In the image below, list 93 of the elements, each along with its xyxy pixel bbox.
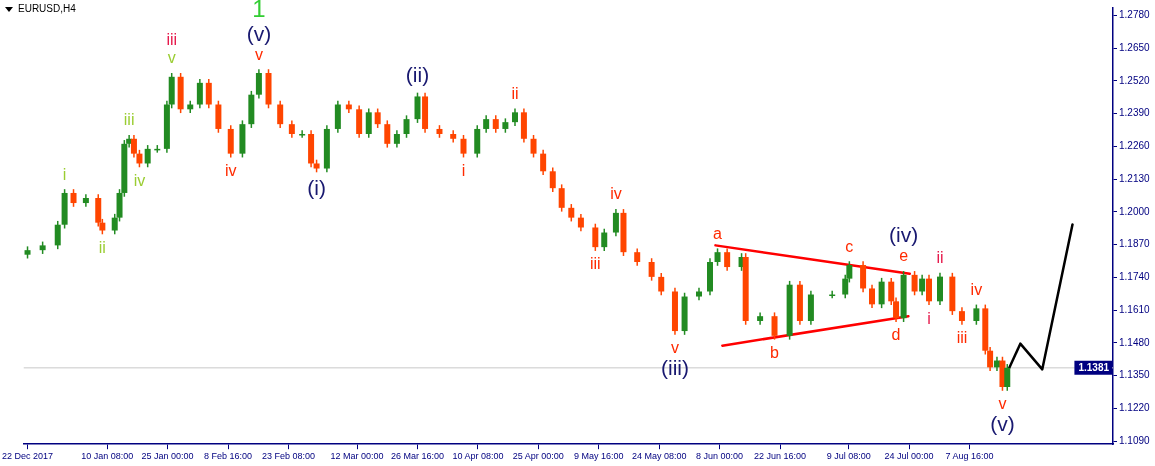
candlestick <box>973 303 980 326</box>
x-tick-label: 10 Apr 08:00 <box>452 451 504 462</box>
y-tick-label: 1.2260 <box>1119 140 1151 152</box>
annotation: ii <box>98 238 106 256</box>
annotation: v <box>254 45 263 63</box>
candlestick <box>869 283 876 309</box>
candlestick <box>558 183 565 213</box>
x-tick-label: 8 Feb 16:00 <box>203 451 253 462</box>
candlestick <box>911 270 918 297</box>
x-tick-label: 23 Feb 08:00 <box>261 451 315 462</box>
annotation: ii <box>936 249 944 267</box>
annotation: v <box>998 395 1007 413</box>
candlestick <box>384 119 391 149</box>
y-tick-label: 1.1350 <box>1119 369 1151 381</box>
candlestick <box>530 134 537 159</box>
annotation: v <box>167 49 176 67</box>
annotation: iv <box>133 171 146 189</box>
annotation: (i) <box>307 175 326 199</box>
candlestick <box>205 78 212 110</box>
y-tick-label: 1.1610 <box>1119 303 1151 315</box>
y-tick-label: 1.1870 <box>1119 238 1151 250</box>
candlestick <box>414 91 421 124</box>
candlestick <box>926 274 932 306</box>
chart-title: EURUSD,H4 <box>18 3 76 14</box>
y-tick-label: 1.2780 <box>1119 9 1151 21</box>
candlestick <box>1004 363 1011 392</box>
candlestick <box>658 272 665 297</box>
annotation: iii <box>166 31 178 49</box>
x-tick-label: 22 Jun 16:00 <box>753 451 807 462</box>
candlestick <box>601 228 608 252</box>
y-tick-label: 1.2000 <box>1119 205 1151 217</box>
annotation: iv <box>224 161 237 179</box>
y-tick-label: 1.1220 <box>1119 402 1151 414</box>
y-tick-label: 1.1090 <box>1119 434 1151 446</box>
annotation: (v) <box>990 412 1015 436</box>
candlestick <box>549 166 556 193</box>
x-tick-label: 9 May 16:00 <box>573 451 624 462</box>
annotation: c <box>845 237 854 255</box>
annotation: (iii) <box>660 356 689 380</box>
annotation: ii <box>511 84 519 102</box>
x-tick-label: 9 Jul 08:00 <box>826 451 871 462</box>
annotation: d <box>891 326 901 344</box>
x-tick-label: 10 Jan 08:00 <box>81 451 134 462</box>
y-tick-label: 1.1740 <box>1119 271 1151 283</box>
candlestick <box>255 68 262 100</box>
x-tick-label: 25 Apr 00:00 <box>512 451 564 462</box>
candlestick <box>724 247 731 272</box>
x-tick-label: 7 Aug 16:00 <box>945 451 994 462</box>
candlestick <box>919 274 926 297</box>
x-tick-label: 8 Jun 00:00 <box>696 451 744 462</box>
candlestick <box>277 99 284 129</box>
x-tick-label: 24 Jul 00:00 <box>884 451 934 462</box>
annotation: i <box>62 165 67 183</box>
annotation: a <box>713 224 723 242</box>
candlestick <box>365 107 372 139</box>
candlestick <box>878 277 885 309</box>
x-tick-label: 26 Mar 16:00 <box>390 451 445 462</box>
candlestick <box>612 208 619 238</box>
candlestick <box>771 311 778 341</box>
annotation: (v) <box>246 21 272 45</box>
annotation: (ii) <box>405 62 430 86</box>
annotation: 1 <box>252 0 266 22</box>
ref-line-label: 1.1381 <box>1078 361 1110 373</box>
annotation: iii <box>589 255 601 273</box>
annotation: iii <box>956 329 968 347</box>
annotation: iv <box>610 185 622 203</box>
x-tick-label: 24 May 08:00 <box>631 451 687 462</box>
x-tick-label: 12 Mar 00:00 <box>330 451 384 462</box>
y-tick-label: 1.2130 <box>1119 172 1151 184</box>
candlestick <box>144 144 151 169</box>
y-tick-label: 1.1480 <box>1119 336 1151 348</box>
annotation: i <box>461 161 466 179</box>
candlestick <box>196 78 203 110</box>
y-tick-label: 1.2650 <box>1119 41 1151 53</box>
annotation: e <box>899 247 909 265</box>
annotation: iii <box>123 111 135 129</box>
annotation: v <box>670 339 679 357</box>
candlestick <box>592 222 599 252</box>
candlestick <box>460 134 467 159</box>
annotation: b <box>770 344 780 362</box>
annotation: iv <box>970 281 983 298</box>
x-tick-label: 25 Jan 00:00 <box>141 451 194 462</box>
x-tick-label: 22 Dec 2017 <box>2 451 54 462</box>
candlestick <box>540 149 547 176</box>
candlestick <box>374 107 381 129</box>
candlestick <box>648 257 655 282</box>
annotation: (iv) <box>889 223 919 247</box>
y-tick-label: 1.2520 <box>1119 74 1151 86</box>
candlestick <box>403 114 410 139</box>
y-tick-label: 1.2390 <box>1119 107 1151 119</box>
annotation: i <box>927 309 931 327</box>
candlestick <box>860 260 867 293</box>
candlestick <box>54 220 61 250</box>
